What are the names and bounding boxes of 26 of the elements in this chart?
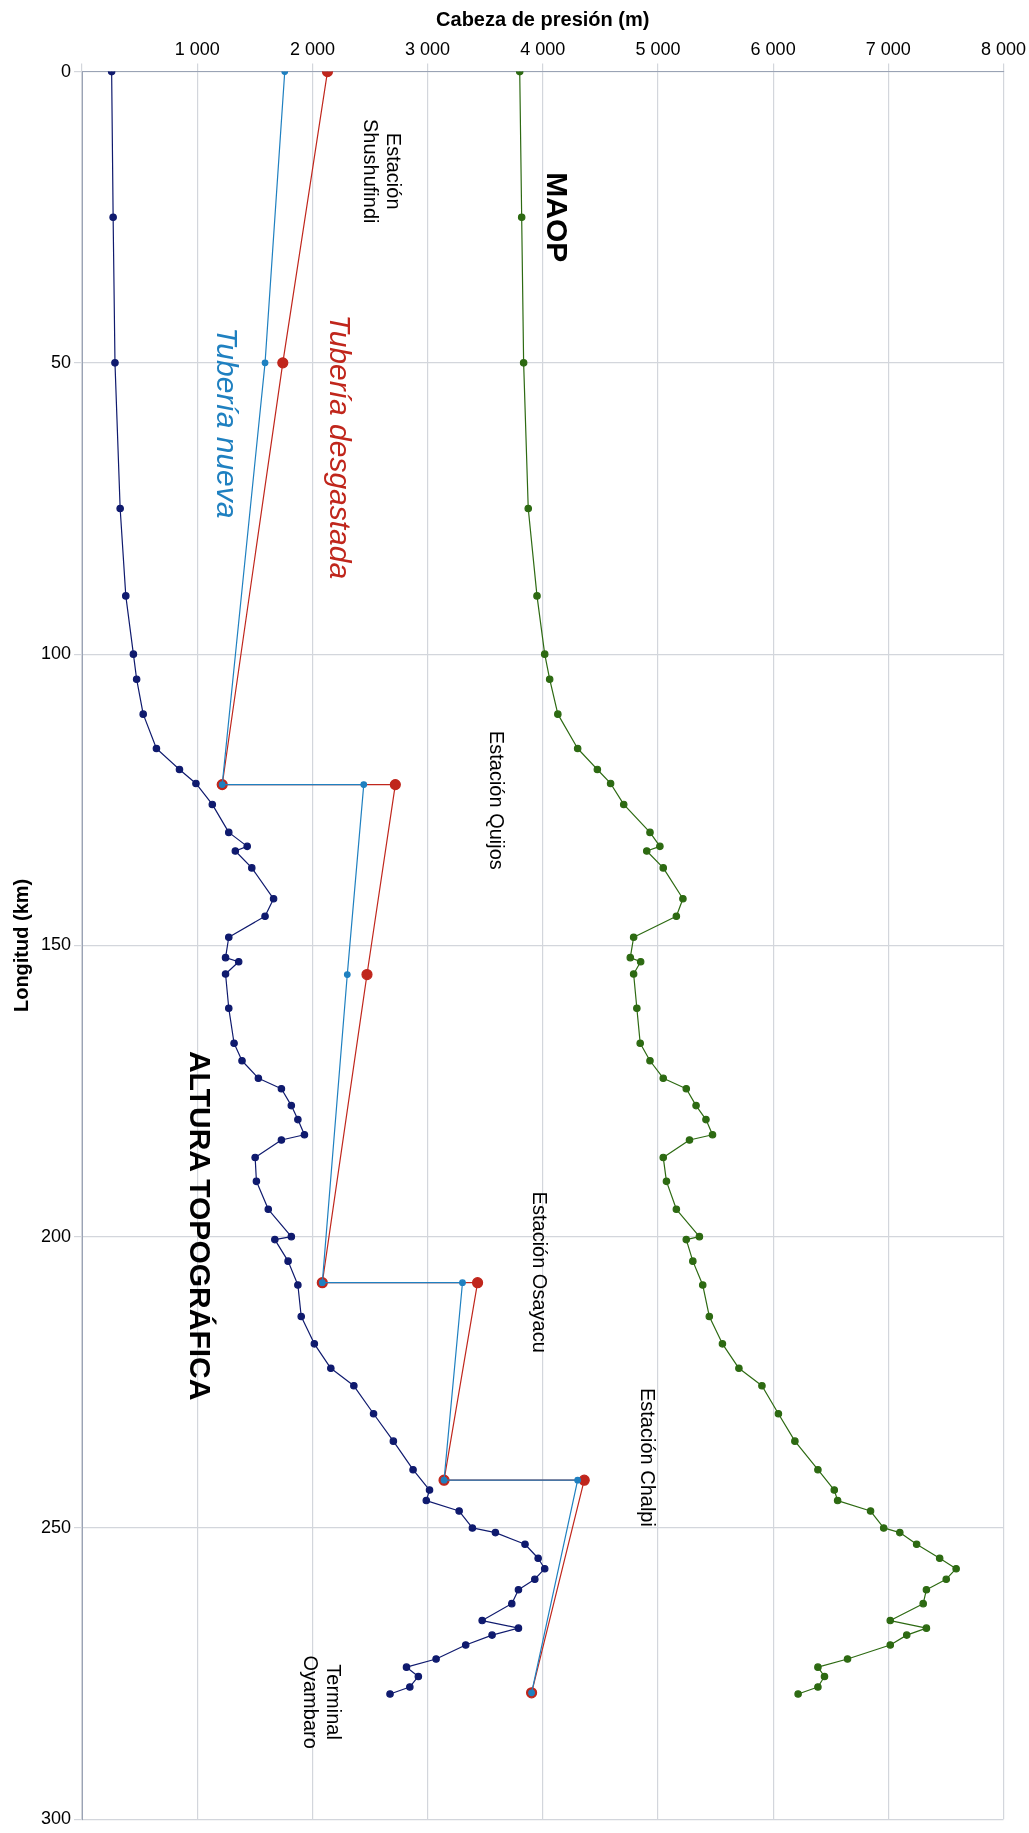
x-tick-label: 3 000	[405, 38, 451, 59]
y-tick-label: 200	[40, 1225, 72, 1246]
annotation: Terminal Oyambaro	[299, 1655, 345, 1749]
x-tick-label: 4 000	[520, 38, 566, 59]
y-tick-label: 250	[40, 1516, 72, 1537]
x-axis-title: Cabeza de presión (m)	[436, 7, 650, 30]
text: Tubería nueva	[210, 327, 244, 519]
x-tick-label: 7 000	[865, 38, 911, 59]
text: MAOP	[541, 172, 575, 263]
x-tick-label: 5 000	[635, 38, 681, 59]
x-tick-label: 6 000	[750, 38, 796, 59]
annotation: Estación Chalpi	[636, 1387, 659, 1527]
text: ALTURA TOPOGRÁFICA	[184, 1050, 218, 1401]
y-tick-label: 0	[61, 60, 72, 81]
x-tick-label: 1 000	[174, 38, 220, 59]
annotation: Estación Quijos	[486, 730, 509, 870]
y-tick-label: 300	[40, 1808, 72, 1829]
x-tick-label: 2 000	[289, 38, 335, 59]
y-axis-title: Longitud (km)	[9, 878, 32, 1013]
annotation: Estación Shushufindi	[360, 118, 406, 224]
y-tick-label: 100	[40, 643, 72, 664]
annotation: Estación Osayacu	[528, 1191, 551, 1353]
y-tick-label: 50	[51, 351, 72, 372]
text: Tubería desgastada	[324, 314, 358, 580]
y-tick-label: 150	[40, 934, 72, 955]
x-tick-label: 8 000	[980, 38, 1026, 59]
